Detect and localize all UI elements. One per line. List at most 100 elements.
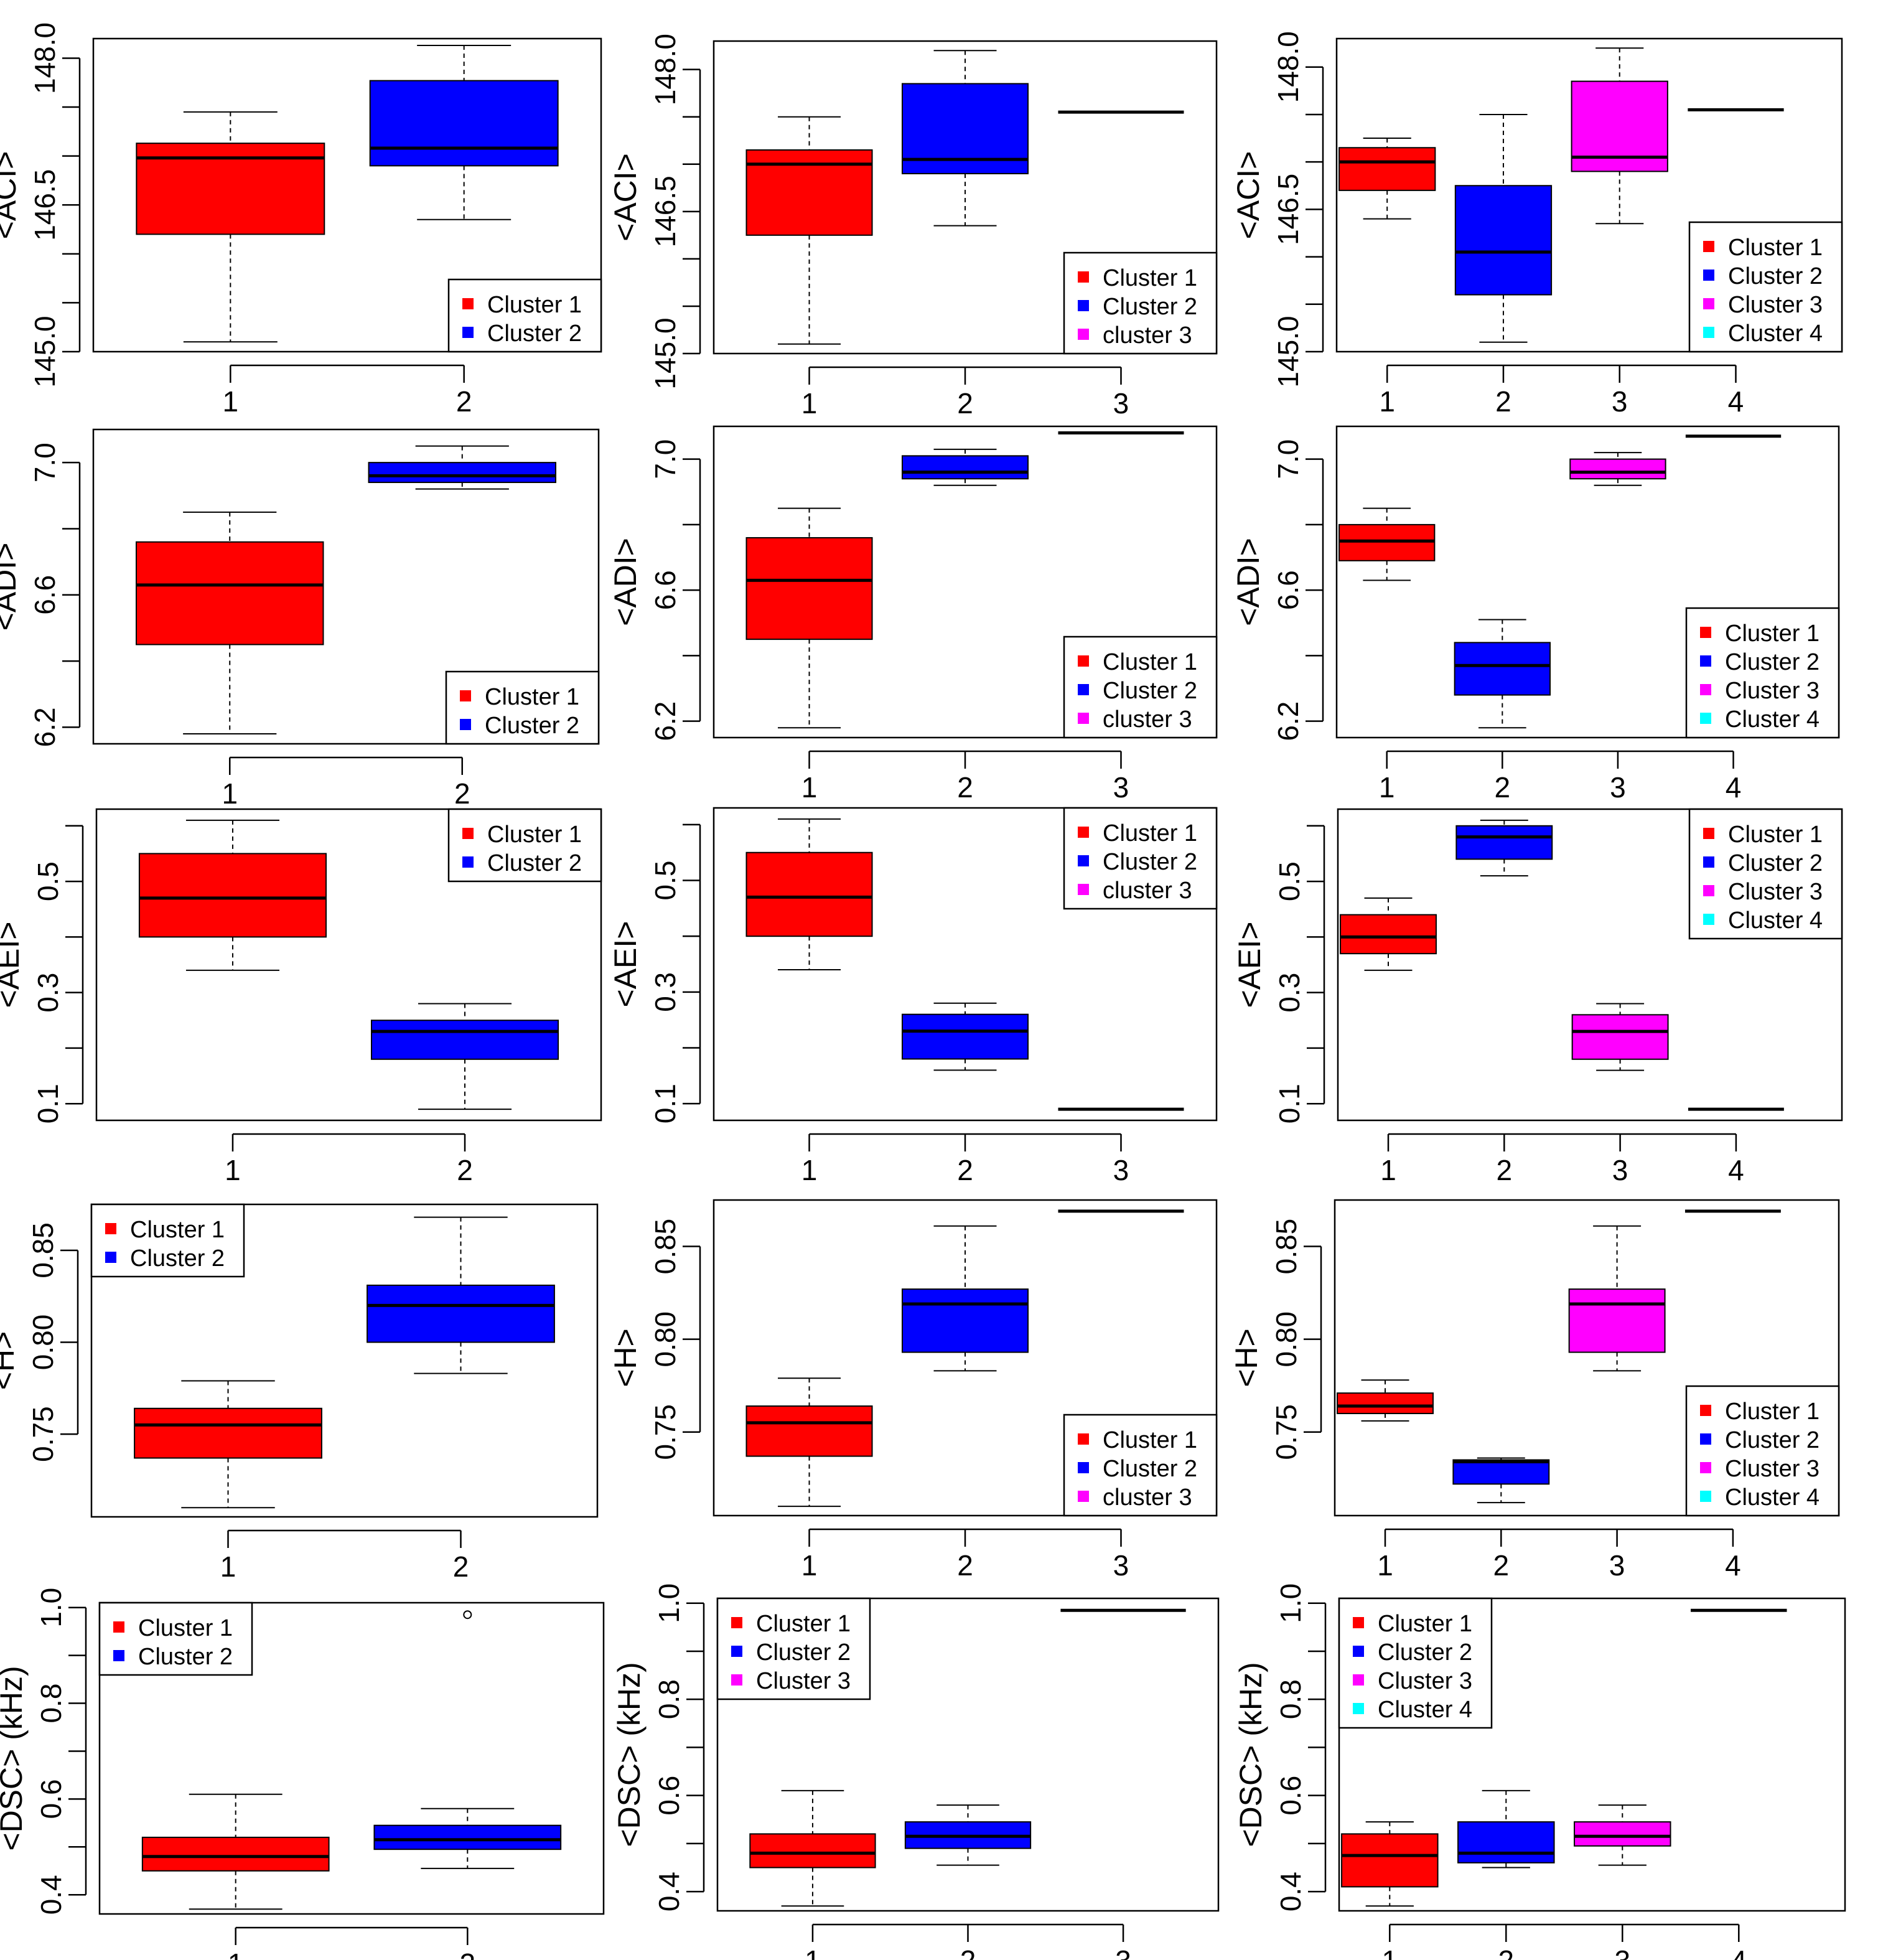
legend-label: Cluster 2 [1725,1427,1820,1453]
x-tick-label: 2 [1497,1154,1513,1186]
legend-label: Cluster 1 [130,1217,225,1243]
legend-swatch [462,298,474,309]
x-tick-label: 3 [1612,1154,1628,1186]
iqr-box [1341,1833,1439,1888]
legend-swatch [1353,1674,1364,1686]
x-tick-label: 2 [957,1549,973,1582]
legend-label: Cluster 1 [1103,265,1197,291]
y-tick-label: 0.3 [32,973,64,1013]
y-tick-label: 0.8 [1274,1679,1307,1719]
box-cluster-1 [136,511,324,735]
legend-frame [1063,251,1218,355]
y-tick-label: 0.4 [653,1872,685,1911]
legend-label: Cluster 1 [1728,235,1823,261]
x-tick-label: 4 [1725,1549,1741,1582]
y-tick-label: 7.0 [1272,439,1304,479]
x-tick-label: 1 [801,387,818,420]
iqr-box [1568,1288,1666,1353]
y-axis-title: <H> [608,1328,643,1387]
legend-label: Cluster 2 [1103,849,1197,875]
y-tick-label: 6.6 [1272,570,1304,610]
y-tick-label: 146.5 [1272,174,1304,245]
legend-swatch [462,327,474,338]
iqr-box [136,541,324,645]
y-tick-label: 0.3 [1273,973,1306,1013]
legend-label: Cluster 2 [1103,1456,1197,1482]
legend-frame [1688,808,1843,940]
legend-swatch [1700,655,1711,667]
x-tick-label: 4 [1728,1154,1744,1186]
y-tick-label: 0.4 [35,1875,67,1915]
y-tick-label: 0.6 [653,1776,685,1816]
x-tick-label: 2 [457,1154,473,1186]
box-cluster-2 [1455,819,1553,877]
legend-label: cluster 3 [1103,1484,1192,1511]
y-tick-label: 146.5 [649,176,681,247]
legend-label: Cluster 2 [485,713,579,739]
legend-label: cluster 3 [1103,878,1192,904]
box-cluster-2 [1457,1789,1555,1869]
y-tick-label: 0.8 [653,1679,685,1719]
legend-label: Cluster 1 [1103,649,1197,675]
legend-swatch [1078,329,1089,340]
box-cluster-1 [134,1380,322,1509]
legend-label: Cluster 3 [756,1668,851,1694]
panel-4: 6.2 6.6 7.0 <ADI> 1 2 Cluster 1 Cluster 2 [0,428,600,810]
legend-swatch [462,856,474,868]
y-tick-label: 148.0 [29,22,61,94]
x-tick-label: 1 [801,771,818,804]
box-cluster-1 [745,116,873,345]
y-axis-title: <ACI> [608,153,643,241]
y-tick-label: 0.5 [649,861,681,901]
legend-frame [1063,1414,1218,1517]
iqr-box [745,851,873,937]
y-axis-title: <AEI> [1232,922,1267,1008]
x-tick-label: 1 [801,1154,818,1186]
legend-swatch [1078,1433,1089,1445]
legend-swatch [1078,713,1089,724]
iqr-box [1338,523,1436,561]
x-tick-label: 2 [1495,385,1511,418]
box-cluster-1 [138,819,327,971]
legend-label: Cluster 3 [1725,678,1820,704]
iqr-box [1338,147,1436,191]
legend-label: Cluster 1 [1725,1399,1820,1425]
y-tick-label: 6.6 [29,575,61,615]
box-cluster-2 [373,1808,562,1869]
box-cluster-1 [1338,507,1436,581]
plot-frame [712,425,1218,739]
legend-label: Cluster 1 [487,822,582,848]
legend-swatch [1703,327,1714,338]
y-tick-label: 0.1 [1273,1084,1306,1123]
x-tick-label: 3 [1113,771,1129,804]
y-tick-label: 148.0 [1272,31,1304,103]
legend-label: Cluster 2 [1728,263,1823,289]
x-tick-label: 3 [1113,1154,1129,1186]
plot-frame [712,1199,1218,1517]
x-tick-label: 3 [1609,1549,1625,1582]
x-tick-label: 2 [957,387,973,420]
box-cluster-3 [1574,1804,1671,1866]
legend-swatch [1703,270,1714,281]
legend-swatch [1353,1617,1364,1628]
y-axis-title: <ACI> [0,151,22,240]
x-tick-label: 1 [1379,385,1395,418]
x-tick-label: 1 [1377,1549,1393,1582]
iqr-box [1457,1821,1555,1864]
plot-frame [98,1601,605,1915]
legend-swatch [1703,885,1714,896]
